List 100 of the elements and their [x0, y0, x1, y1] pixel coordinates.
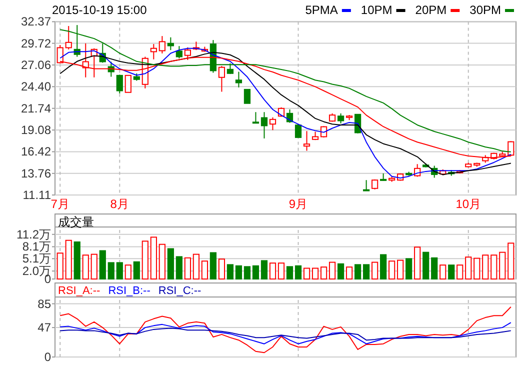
bar: [108, 262, 114, 280]
candlestick: [303, 130, 310, 152]
y-tick-label: 5.1万: [22, 252, 51, 266]
y-tick-label: 47: [38, 320, 52, 335]
legend-label: 20PM: [415, 3, 447, 17]
bar: [252, 265, 260, 280]
line-series: [60, 306, 512, 354]
bar: [508, 242, 514, 280]
candlestick: [150, 44, 157, 60]
y-tick-label: 19.08: [20, 123, 52, 138]
bar: [465, 256, 472, 280]
y-tick-label: 11.2万: [16, 227, 51, 242]
bar: [362, 264, 370, 280]
bar: [406, 258, 412, 280]
candlestick: [252, 112, 260, 124]
bar: [328, 262, 336, 280]
bar: [372, 262, 378, 280]
bar: [226, 264, 234, 280]
bar: [397, 260, 404, 280]
bar: [218, 258, 226, 280]
bar: [176, 256, 182, 280]
bar: [482, 254, 489, 280]
chart-title: 成交量: [58, 215, 94, 229]
y-tick-label: 0: [44, 350, 52, 364]
line-series: [60, 322, 512, 344]
bar: [56, 252, 64, 280]
bar: [294, 265, 302, 280]
series-label: RSI_A:--: [58, 285, 101, 297]
line-series: [60, 328, 512, 341]
y-tick-label: 8.1万: [22, 240, 51, 254]
bar: [65, 240, 72, 280]
candlestick: [176, 46, 182, 59]
candlestick: [244, 88, 251, 104]
candlestick: [260, 112, 268, 139]
bar: [150, 236, 157, 280]
bar: [380, 254, 387, 280]
y-tick-label: 21.74: [20, 101, 52, 116]
bar: [286, 266, 294, 280]
candlestick: [269, 116, 276, 131]
bar: [431, 257, 438, 280]
candlestick: [167, 36, 174, 51]
candlestick: [294, 124, 302, 138]
bar: [99, 250, 106, 280]
bar: [456, 264, 464, 280]
legend-label: 10PM: [360, 3, 392, 17]
candlestick: [158, 36, 166, 54]
bar: [158, 244, 166, 280]
x-tick-label: 8月: [110, 197, 129, 211]
bar: [278, 262, 285, 280]
candlestick: [116, 74, 123, 94]
bar: [90, 254, 98, 280]
bar: [124, 264, 132, 280]
bar: [167, 248, 174, 280]
bar: [312, 268, 319, 280]
candlestick: [65, 26, 72, 50]
bar: [346, 266, 353, 280]
bar: [235, 265, 242, 280]
candlestick: [337, 112, 344, 124]
y-tick-label: 16.42: [20, 144, 52, 159]
text: RSI_B:--: [108, 285, 151, 297]
bar: [388, 260, 396, 280]
candlestick: [124, 74, 132, 93]
y-tick-label: 24.40: [20, 80, 52, 94]
y-tick-label: 29.72: [20, 36, 52, 50]
bar: [474, 258, 480, 280]
bar: [116, 262, 123, 280]
bar: [490, 254, 498, 280]
candlestick: [362, 180, 370, 192]
legend-label: 5PMA: [305, 3, 338, 17]
bar: [82, 254, 89, 280]
bar: [422, 252, 430, 280]
x-tick-label: 9月: [288, 197, 308, 211]
y-tick-label: 32.37: [20, 14, 52, 29]
bar: [499, 252, 506, 280]
bar: [210, 252, 217, 280]
y-tick-label: 27.06: [20, 58, 52, 72]
y-tick-label: 13.76: [20, 166, 52, 180]
bar: [337, 263, 344, 280]
legend-label: 30PM: [470, 3, 501, 17]
bar: [303, 268, 310, 280]
text: RSI_C:--: [158, 285, 202, 297]
bar: [201, 260, 208, 280]
y-tick-label: 11.11: [22, 188, 52, 202]
bar: [142, 240, 148, 280]
chart-title: 2015-10-19 15:00: [52, 3, 148, 17]
bar: [414, 246, 421, 280]
candlestick: [235, 71, 242, 88]
x-tick-label: 10月: [456, 197, 482, 211]
bar: [320, 266, 328, 280]
candlestick: [218, 66, 226, 92]
bar: [74, 241, 80, 280]
bar: [440, 264, 446, 280]
bar: [192, 254, 200, 280]
line-series: [60, 29, 512, 152]
bar: [184, 257, 191, 280]
x-tick-label: 7月: [50, 197, 70, 211]
bar: [260, 260, 268, 280]
bar: [269, 262, 276, 280]
y-tick-label: 85: [38, 296, 52, 311]
bar: [354, 264, 362, 280]
